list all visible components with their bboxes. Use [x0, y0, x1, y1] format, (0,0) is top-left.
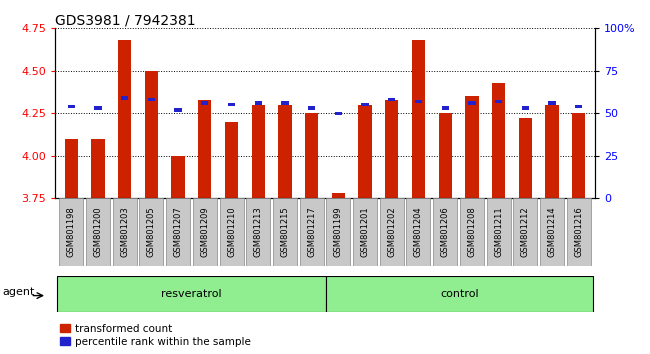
Bar — [549, 101, 556, 105]
Bar — [358, 105, 372, 198]
Bar — [255, 101, 262, 105]
Bar — [335, 112, 342, 115]
Bar — [64, 139, 78, 198]
Bar — [252, 105, 265, 198]
Bar — [540, 198, 564, 266]
Bar — [415, 100, 422, 103]
Bar — [166, 198, 190, 266]
Bar — [59, 198, 83, 266]
Bar — [519, 118, 532, 198]
Bar — [433, 198, 457, 266]
Bar — [246, 198, 270, 266]
Bar — [305, 113, 318, 198]
Bar — [572, 113, 586, 198]
Bar — [439, 113, 452, 198]
Bar — [406, 198, 430, 266]
Text: GSM801211: GSM801211 — [494, 206, 503, 257]
Bar — [522, 107, 529, 110]
Bar — [228, 103, 235, 107]
Bar — [468, 101, 476, 105]
Bar — [492, 83, 505, 198]
Bar — [278, 105, 292, 198]
Text: GSM801199: GSM801199 — [334, 206, 343, 257]
Text: GSM801212: GSM801212 — [521, 206, 530, 257]
Bar — [68, 105, 75, 108]
Bar — [118, 40, 131, 198]
Text: GSM801210: GSM801210 — [227, 206, 236, 257]
Bar — [148, 98, 155, 101]
Text: GSM801203: GSM801203 — [120, 206, 129, 257]
Bar — [460, 198, 484, 266]
Bar — [201, 101, 209, 105]
Bar — [575, 105, 582, 108]
Bar — [495, 100, 502, 103]
Bar — [388, 98, 395, 101]
Bar — [174, 108, 182, 112]
Text: GSM801213: GSM801213 — [254, 206, 263, 257]
Bar — [193, 198, 217, 266]
Bar — [567, 198, 591, 266]
Text: control: control — [441, 289, 479, 299]
Bar — [172, 156, 185, 198]
Bar — [385, 100, 398, 198]
Text: GSM801215: GSM801215 — [280, 206, 289, 257]
Bar — [198, 100, 211, 198]
Bar — [361, 103, 369, 107]
Bar — [465, 96, 478, 198]
Legend: transformed count, percentile rank within the sample: transformed count, percentile rank withi… — [60, 324, 251, 347]
Bar — [57, 276, 326, 312]
Bar — [86, 198, 110, 266]
Bar — [412, 40, 425, 198]
Bar — [380, 198, 404, 266]
Bar — [487, 198, 511, 266]
Bar — [514, 198, 538, 266]
Bar — [300, 198, 324, 266]
Bar — [281, 101, 289, 105]
Bar — [94, 107, 101, 110]
Text: GSM801200: GSM801200 — [94, 206, 103, 257]
Text: GSM801206: GSM801206 — [441, 206, 450, 257]
Text: GSM801207: GSM801207 — [174, 206, 183, 257]
Bar — [353, 198, 377, 266]
Text: GSM801217: GSM801217 — [307, 206, 316, 257]
Bar — [441, 107, 449, 110]
Bar — [326, 198, 350, 266]
Text: GSM801209: GSM801209 — [200, 206, 209, 257]
Text: agent: agent — [3, 287, 35, 297]
Text: resveratrol: resveratrol — [161, 289, 222, 299]
Text: GSM801205: GSM801205 — [147, 206, 156, 257]
Bar — [139, 198, 163, 266]
Bar — [308, 107, 315, 110]
Bar — [145, 71, 158, 198]
Text: GSM801201: GSM801201 — [361, 206, 370, 257]
Text: GDS3981 / 7942381: GDS3981 / 7942381 — [55, 13, 196, 27]
Text: GSM801202: GSM801202 — [387, 206, 396, 257]
Bar — [273, 198, 297, 266]
Bar — [220, 198, 244, 266]
Bar — [225, 122, 238, 198]
Bar — [112, 198, 136, 266]
Text: GSM801216: GSM801216 — [574, 206, 583, 257]
Bar — [121, 96, 128, 100]
Bar — [332, 193, 345, 198]
Bar — [545, 105, 559, 198]
Bar — [326, 276, 593, 312]
Text: GSM801214: GSM801214 — [547, 206, 556, 257]
Text: GSM801208: GSM801208 — [467, 206, 476, 257]
Bar — [91, 139, 105, 198]
Text: GSM801204: GSM801204 — [414, 206, 423, 257]
Text: GSM801198: GSM801198 — [67, 206, 76, 257]
